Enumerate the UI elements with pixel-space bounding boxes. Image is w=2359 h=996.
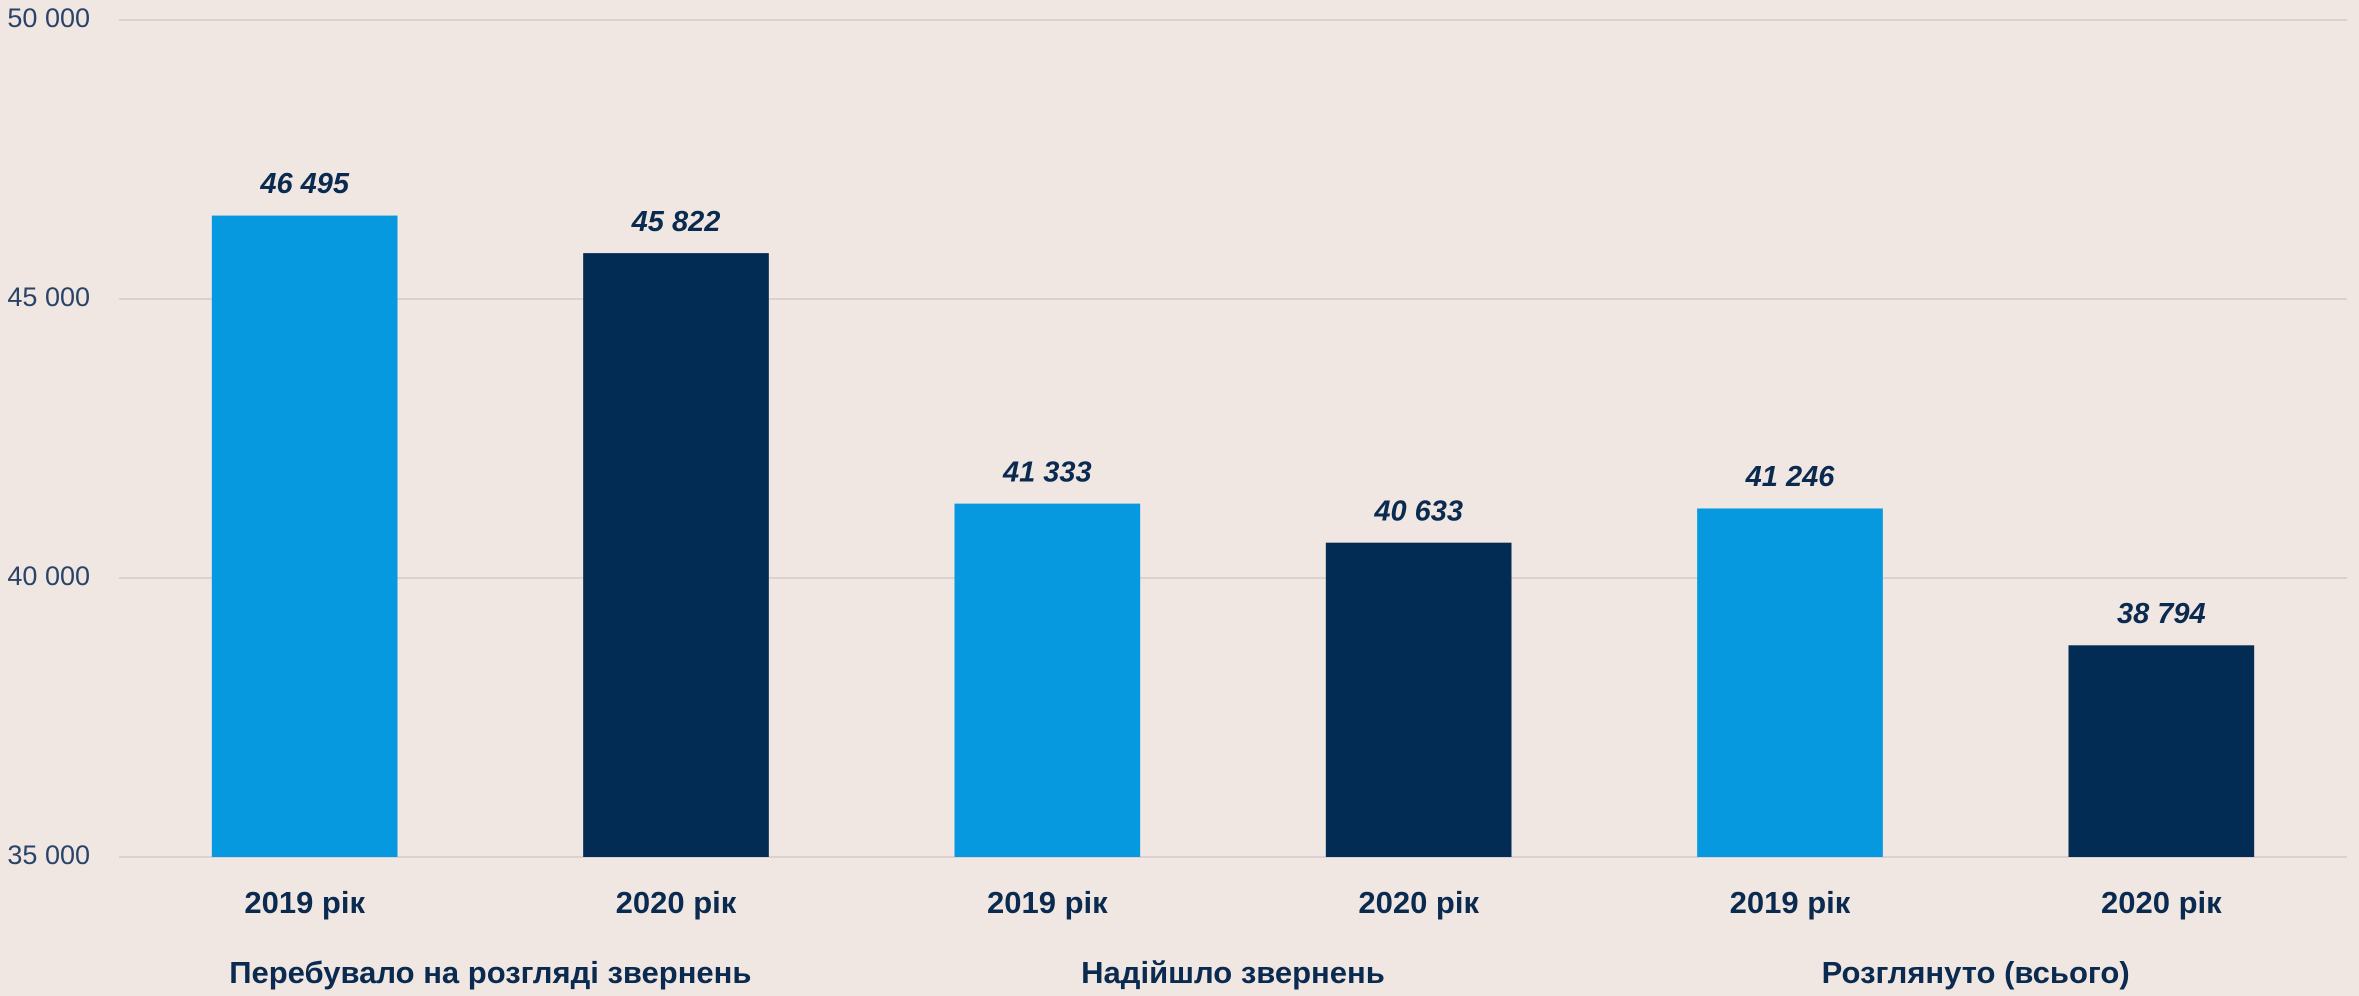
- value-label: 41 246: [1745, 461, 1836, 493]
- y-tick-label: 35 000: [7, 840, 90, 870]
- series-label: 2019 рік: [987, 885, 1108, 920]
- series-label: 2019 рік: [1730, 885, 1851, 920]
- bar: [211, 215, 398, 858]
- value-label: 46 495: [259, 168, 350, 200]
- series-label: 2020 рік: [1358, 885, 1479, 920]
- value-label: 45 822: [631, 206, 721, 238]
- category-label: Перебувало на розгляді звернень: [229, 955, 751, 990]
- value-label: 41 333: [1002, 456, 1092, 488]
- series-label: 2020 рік: [2101, 885, 2222, 920]
- category-label: Розглянуто (всього): [1822, 955, 2130, 990]
- bar: [954, 503, 1141, 857]
- y-tick-label: 45 000: [7, 282, 90, 312]
- bar: [1325, 542, 1512, 857]
- category-label: Надійшло звернень: [1081, 955, 1385, 990]
- bar: [1697, 508, 1883, 857]
- y-tick-label: 40 000: [7, 561, 90, 591]
- bar: [583, 253, 769, 858]
- y-tick-label: 50 000: [7, 3, 90, 33]
- series-label: 2020 рік: [616, 885, 737, 920]
- value-label: 38 794: [2117, 598, 2206, 630]
- value-label: 40 633: [1373, 495, 1463, 527]
- bar: [2068, 645, 2255, 857]
- series-label: 2019 рік: [244, 885, 365, 920]
